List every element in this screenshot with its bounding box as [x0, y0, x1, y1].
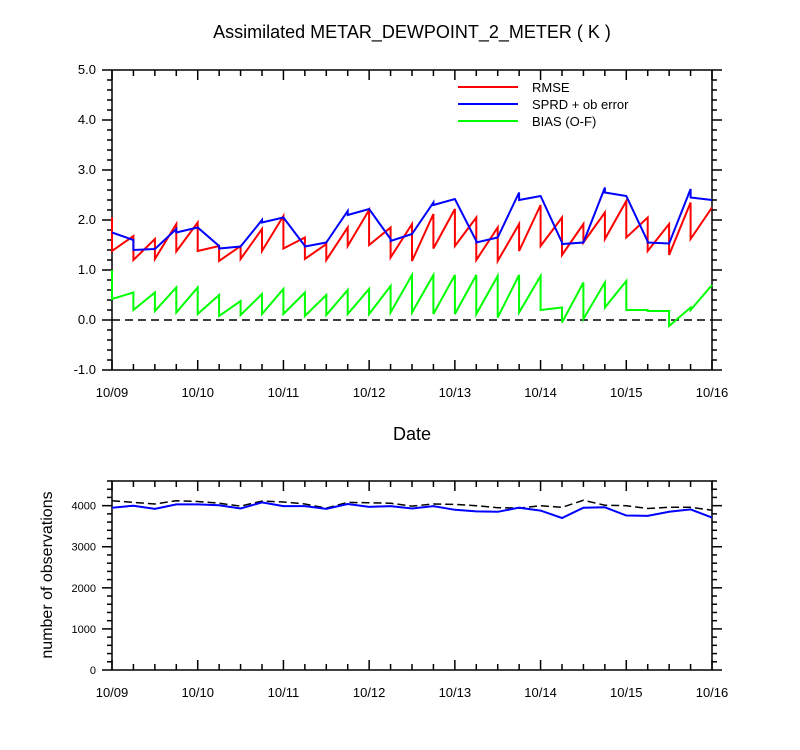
bottom-y-tick-label: 0: [90, 665, 96, 677]
top-y-tick-label: 2.0: [78, 212, 96, 227]
dewpoint-statistics-chart: 10/09 10/10 10/11 10/12 10/13 10/14 10/15 10/16…: [74, 62, 729, 400]
top-series-bias-o-f: [111, 270, 713, 329]
bottom-y-axis-label: number of observations: [39, 491, 56, 658]
top-y-tick-label: 4.0: [78, 112, 96, 127]
bottom-x-tick-label: 10/14: [524, 685, 557, 700]
bottom-y-tick-label: 4000: [72, 501, 96, 513]
legend-label-bias-o-f: BIAS (O-F): [532, 114, 596, 129]
top-x-tick-label: 10/16: [696, 385, 729, 400]
bottom-x-tick-label: 10/11: [268, 685, 300, 700]
top-x-tick-label: 10/13: [439, 385, 472, 400]
top-y-tick-label: 5.0: [78, 62, 96, 77]
bottom-series-dashed-series: [111, 499, 713, 511]
top-x-axis-label: Date: [393, 424, 431, 444]
top-x-tick-label: 10/14: [524, 385, 557, 400]
bottom-series-solid-series: [111, 501, 713, 520]
bottom-y-tick-label: 1000: [72, 624, 96, 636]
top-x-tick-label: 10/10: [181, 385, 214, 400]
top-y-tick-label: -1.0: [74, 362, 96, 377]
top-y-tick-label: 3.0: [78, 162, 96, 177]
legend-label-sprd-ob-error: SPRD + ob error: [532, 97, 629, 112]
bottom-x-tick-label: 10/10: [181, 685, 214, 700]
top-series-sprd-ob-error: [111, 187, 713, 252]
top-x-tick-label: 10/12: [353, 385, 386, 400]
observation-count-chart: 10/09 10/10 10/11 10/12 10/13 10/14 10/15 10/16…: [72, 480, 729, 700]
bottom-y-tick-label: 2000: [72, 583, 96, 595]
top-plot-frame: [111, 69, 713, 371]
top-x-tick-label: 10/11: [268, 385, 300, 400]
bottom-x-tick-label: 10/13: [439, 685, 472, 700]
bottom-x-tick-label: 10/09: [96, 685, 129, 700]
top-x-tick-label: 10/09: [96, 385, 129, 400]
top-y-tick-label: 1.0: [78, 262, 96, 277]
top-y-tick-label: 0.0: [78, 312, 96, 327]
bottom-x-tick-label: 10/12: [353, 685, 386, 700]
legend-label-rmse: RMSE: [532, 80, 570, 95]
bottom-x-tick-label: 10/15: [610, 685, 643, 700]
top-x-tick-label: 10/15: [610, 385, 643, 400]
chart-title: Assimilated METAR_DEWPOINT_2_METER ( K ): [213, 22, 611, 43]
bottom-y-tick-label: 3000: [72, 542, 96, 554]
top-series-rmse: [111, 197, 713, 265]
bottom-x-tick-label: 10/16: [696, 685, 729, 700]
